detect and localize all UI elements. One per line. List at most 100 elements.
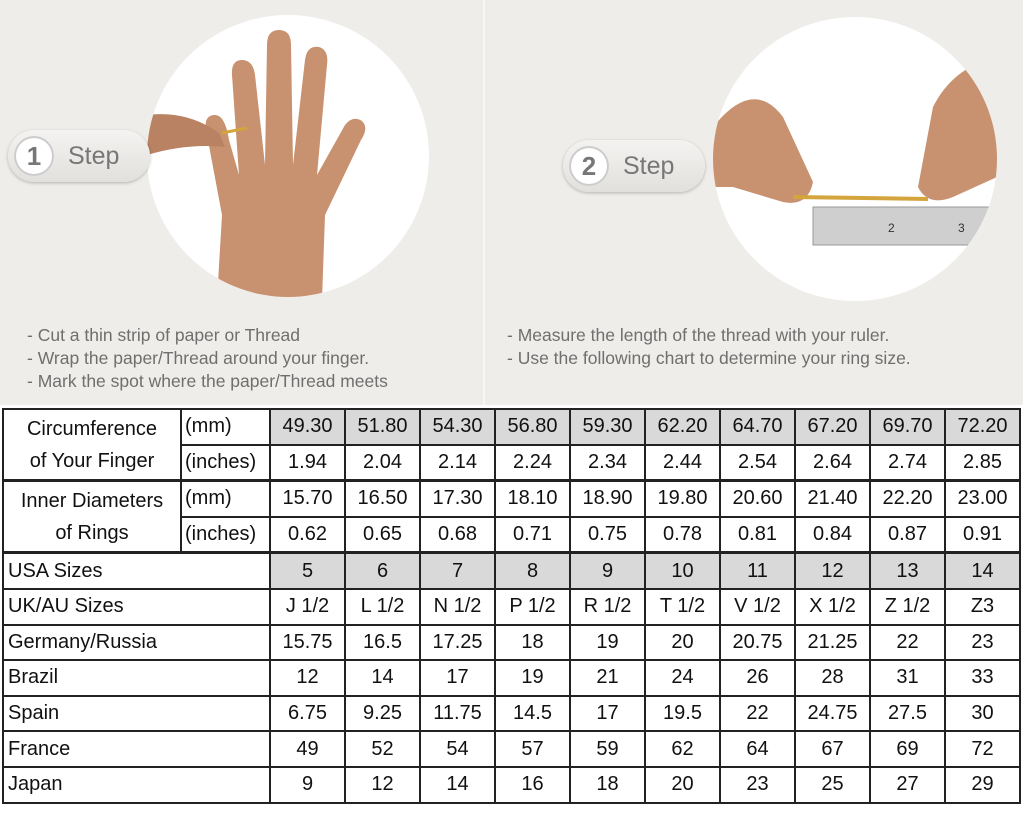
size-cell: 54.30 bbox=[419, 408, 496, 446]
size-cell: N 1/2 bbox=[419, 587, 496, 626]
size-cell: 8 bbox=[494, 551, 571, 590]
size-cell: 6.75 bbox=[269, 694, 346, 733]
hand-with-thread-icon bbox=[147, 30, 366, 297]
country-label: Germany/Russia bbox=[2, 623, 271, 662]
size-cell: 49.30 bbox=[269, 408, 346, 446]
size-cell: 28 bbox=[794, 659, 871, 697]
size-cell: 13 bbox=[869, 551, 946, 590]
size-cell: 49 bbox=[269, 730, 346, 768]
size-cell: L 1/2 bbox=[344, 587, 421, 626]
size-cell: 30 bbox=[944, 694, 1021, 733]
size-cell: 64 bbox=[719, 730, 796, 768]
country-label: USA Sizes bbox=[2, 551, 271, 590]
circumference-label: Circumference of Your Finger bbox=[2, 408, 182, 482]
instruction-item: Mark the spot where the paper/Thread mee… bbox=[27, 370, 388, 393]
size-cell: 64.70 bbox=[719, 408, 796, 446]
size-row: France 49 52 54 57 59 62 64 67 69 72 bbox=[2, 730, 1021, 768]
size-cell: 56.80 bbox=[494, 408, 571, 446]
size-cell: 31 bbox=[869, 659, 946, 697]
size-cell: Z 1/2 bbox=[869, 587, 946, 626]
size-cell: 23.00 bbox=[944, 479, 1021, 518]
size-cell: 52 bbox=[344, 730, 421, 768]
size-cell: T 1/2 bbox=[644, 587, 721, 626]
size-cell: 29 bbox=[944, 765, 1021, 804]
circumference-mm-row: Circumference of Your Finger (mm) 49.30 51… bbox=[2, 408, 1021, 482]
diameter-mm-row: Inner Diameters of Rings (mm) 15.70 16.50 1… bbox=[2, 479, 1021, 554]
size-cell: 19.80 bbox=[644, 479, 721, 518]
size-cell: 67.20 bbox=[794, 408, 871, 446]
size-cell: 33 bbox=[944, 659, 1021, 697]
unit-label: (mm) bbox=[180, 479, 271, 518]
panel-divider bbox=[483, 0, 485, 405]
size-cell: 69.70 bbox=[869, 408, 946, 446]
country-label: UK/AU Sizes bbox=[2, 587, 271, 626]
size-cell: 5 bbox=[269, 551, 346, 590]
ring-size-table: Circumference of Your Finger (mm) 49.30 51… bbox=[2, 408, 1021, 804]
size-cell: 14.5 bbox=[494, 694, 571, 733]
size-cell: 10 bbox=[644, 551, 721, 590]
size-cell: P 1/2 bbox=[494, 587, 571, 626]
size-cell: 23 bbox=[719, 765, 796, 804]
size-cell: 16.50 bbox=[344, 479, 421, 518]
size-cell: 2.34 bbox=[569, 443, 646, 482]
size-cell: 0.81 bbox=[719, 515, 796, 554]
size-cell: 2.04 bbox=[344, 443, 421, 482]
size-cell: 72 bbox=[944, 730, 1021, 768]
size-cell: R 1/2 bbox=[569, 587, 646, 626]
size-cell: 20 bbox=[644, 623, 721, 662]
size-cell: 72.20 bbox=[944, 408, 1021, 446]
size-cell: 19.5 bbox=[644, 694, 721, 733]
size-cell: 15.75 bbox=[269, 623, 346, 662]
size-cell: 9.25 bbox=[344, 694, 421, 733]
size-cell: 0.78 bbox=[644, 515, 721, 554]
step1-badge: 1 Step bbox=[8, 130, 150, 182]
size-cell: 20.75 bbox=[719, 623, 796, 662]
step2-number: 2 bbox=[569, 146, 609, 186]
size-cell: 2.44 bbox=[644, 443, 721, 482]
size-cell: 51.80 bbox=[344, 408, 421, 446]
size-cell: 0.68 bbox=[419, 515, 496, 554]
size-row: Brazil 12 14 17 19 21 24 26 28 31 33 bbox=[2, 659, 1021, 697]
country-label: Spain bbox=[2, 694, 271, 733]
unit-label: (mm) bbox=[180, 408, 271, 446]
step1-instructions: Cut a thin strip of paper or Thread Wrap… bbox=[27, 324, 388, 393]
size-cell: 21 bbox=[569, 659, 646, 697]
size-cell: 0.62 bbox=[269, 515, 346, 554]
size-cell: X 1/2 bbox=[794, 587, 871, 626]
size-cell: 2.74 bbox=[869, 443, 946, 482]
size-cell: 18.10 bbox=[494, 479, 571, 518]
size-cell: 16.5 bbox=[344, 623, 421, 662]
inner-diameter-label: Inner Diameters of Rings bbox=[2, 479, 182, 554]
instructions-section: 1 Step Cut a thin strip of paper or Thre… bbox=[0, 0, 1023, 405]
step2-badge: 2 Step bbox=[563, 140, 705, 192]
size-cell: 2.14 bbox=[419, 443, 496, 482]
size-cell: 24.75 bbox=[794, 694, 871, 733]
instruction-item: Cut a thin strip of paper or Thread bbox=[27, 324, 388, 347]
step2-label: Step bbox=[623, 151, 675, 180]
size-cell: 11 bbox=[719, 551, 796, 590]
size-cell: 14 bbox=[944, 551, 1021, 590]
size-row: Spain 6.75 9.25 11.75 14.5 17 19.5 22 24.75 27.5 3… bbox=[2, 694, 1021, 733]
size-cell: 7 bbox=[419, 551, 496, 590]
size-cell: 22 bbox=[869, 623, 946, 662]
size-cell: 9 bbox=[269, 765, 346, 804]
size-cell: 0.71 bbox=[494, 515, 571, 554]
size-cell: 1.94 bbox=[269, 443, 346, 482]
step1-label: Step bbox=[68, 141, 120, 170]
unit-label: (inches) bbox=[180, 515, 271, 554]
size-cell: 0.84 bbox=[794, 515, 871, 554]
step2-panel: 2 3 2 Step Measure the length of the thr… bbox=[485, 0, 1023, 405]
size-cell: 11.75 bbox=[419, 694, 496, 733]
size-cell: 22 bbox=[719, 694, 796, 733]
hand-photo bbox=[147, 15, 429, 297]
size-cell: 9 bbox=[569, 551, 646, 590]
size-cell: V 1/2 bbox=[719, 587, 796, 626]
size-cell: 69 bbox=[869, 730, 946, 768]
country-label: Japan bbox=[2, 765, 271, 804]
step1-panel: 1 Step Cut a thin strip of paper or Thre… bbox=[0, 0, 483, 405]
size-cell: 0.87 bbox=[869, 515, 946, 554]
size-cell: 12 bbox=[794, 551, 871, 590]
thread-and-ruler-icon: 2 3 bbox=[713, 57, 997, 246]
size-cell: 15.70 bbox=[269, 479, 346, 518]
size-cell: 12 bbox=[344, 765, 421, 804]
